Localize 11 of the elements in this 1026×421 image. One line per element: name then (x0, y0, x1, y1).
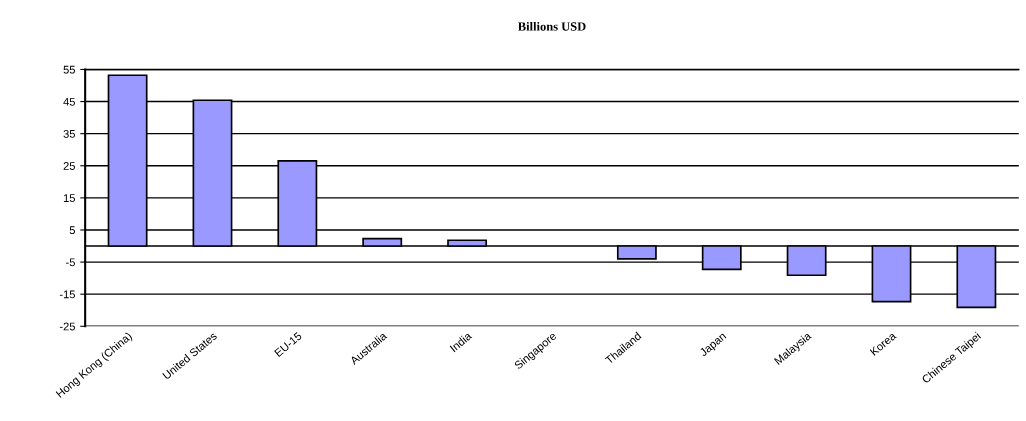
y-tick-label: 55 (63, 65, 75, 74)
y-tick-label: 25 (63, 162, 75, 170)
chart-title: Billions USD (517, 21, 586, 31)
y-tick-label: 15 (63, 194, 75, 203)
y-tick-label: 45 (63, 97, 75, 106)
y-tick-label: -5 (66, 258, 75, 267)
y-tick-label: 35 (63, 129, 75, 138)
y-tick-label: -15 (59, 290, 75, 299)
x-tick-label: India (449, 331, 473, 353)
y-tick-label: -25 (59, 322, 75, 331)
y-tick-label: 5 (69, 226, 75, 235)
